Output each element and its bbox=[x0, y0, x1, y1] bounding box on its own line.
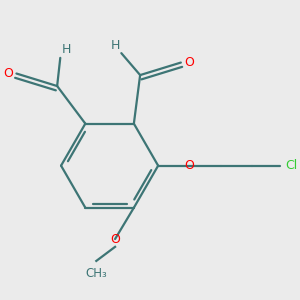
Text: O: O bbox=[3, 67, 13, 80]
Text: Cl: Cl bbox=[285, 159, 297, 172]
Text: O: O bbox=[184, 159, 194, 172]
Text: H: H bbox=[62, 43, 71, 56]
Text: O: O bbox=[110, 232, 120, 245]
Text: H: H bbox=[110, 39, 120, 52]
Text: CH₃: CH₃ bbox=[85, 267, 107, 280]
Text: O: O bbox=[184, 56, 194, 69]
